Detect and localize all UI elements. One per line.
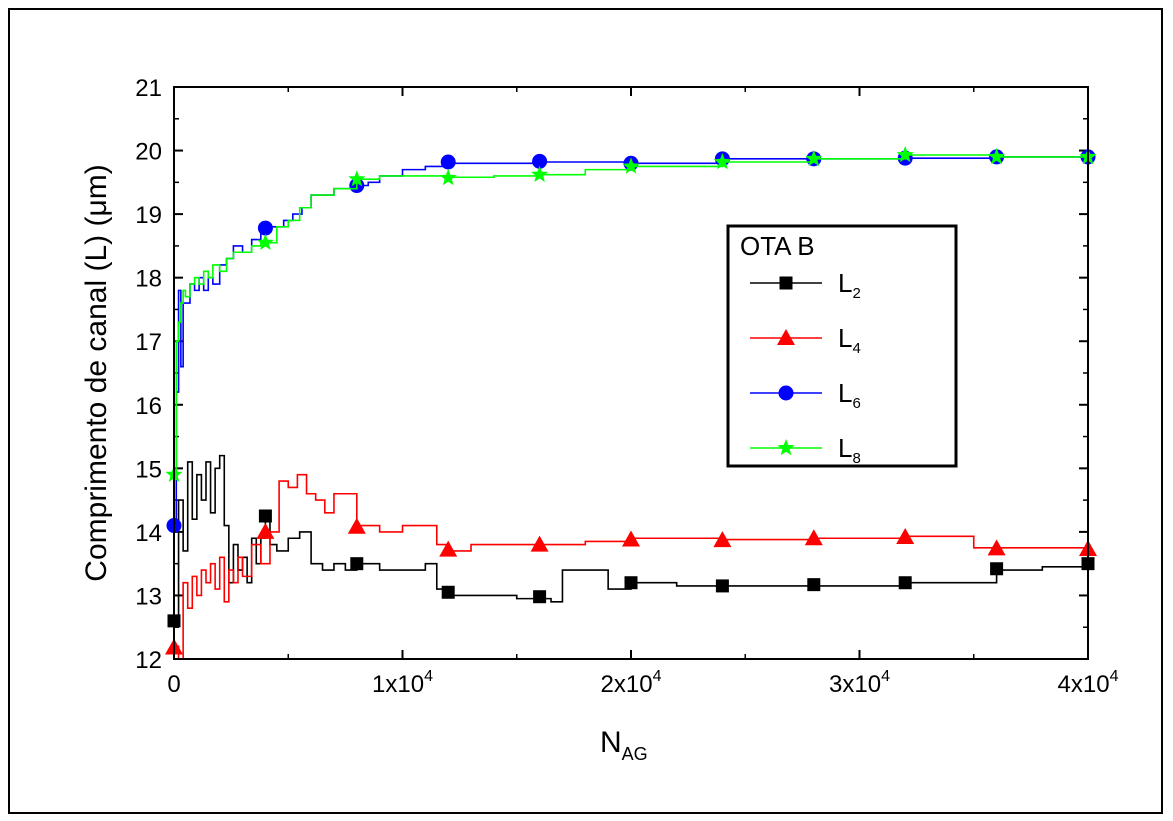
data-point: [350, 557, 364, 571]
data-point: [805, 149, 823, 167]
data-point: [256, 233, 274, 250]
legend-entry: L4: [750, 323, 861, 357]
data-point: [988, 147, 1006, 165]
data-point: [347, 517, 366, 534]
data-point: [624, 576, 638, 590]
data-point: [258, 509, 272, 523]
data-point: [531, 165, 549, 182]
legend-entry: L8: [750, 433, 861, 467]
y-tick-label: 15: [135, 456, 162, 483]
legend-marker: [777, 329, 795, 345]
y-tick-label: 20: [135, 139, 162, 166]
x-axis-label-sub: AG: [622, 744, 648, 764]
data-point: [439, 540, 458, 557]
y-tick-label: 18: [135, 266, 162, 293]
y-tick-label: 12: [135, 647, 162, 674]
legend-marker: [778, 385, 794, 401]
x-tick-label: 4x104: [1058, 668, 1119, 698]
data-point: [807, 578, 821, 592]
legend-entry: L2: [750, 268, 861, 302]
legend-label: L4: [838, 323, 861, 357]
x-tick-label: 0: [167, 671, 180, 698]
data-point: [441, 585, 455, 599]
tick-labels: 12 13 14 15 16 17 18 19 20 21 0 1x104 2x104 3x104 4x10…: [135, 75, 1118, 698]
data-point: [896, 527, 915, 544]
y-tick-label: 14: [135, 520, 162, 547]
data-point: [533, 590, 547, 604]
data-point: [804, 529, 823, 546]
figure-frame: [8, 8, 1163, 814]
data-point: [715, 579, 729, 593]
x-tick-label: 1x104: [372, 668, 433, 698]
legend-label: L8: [838, 433, 861, 467]
legend: OTA B L2 L4 L6 L8: [726, 224, 958, 468]
data-point: [713, 531, 732, 548]
data-point: [622, 530, 640, 547]
data-point: [440, 154, 456, 170]
y-tick-label: 19: [135, 202, 162, 229]
series-L4: [165, 473, 1097, 660]
x-tick-label: 3x104: [829, 668, 890, 698]
data-point: [713, 153, 731, 170]
legend-box: [726, 224, 958, 468]
series-L2: [167, 454, 1095, 628]
data-point: [898, 576, 912, 590]
data-point: [530, 535, 549, 552]
data-point: [439, 168, 457, 186]
y-tick-label: 16: [135, 393, 162, 420]
data-point: [622, 157, 640, 174]
series-layer: [165, 146, 1097, 660]
x-tick-label: 2x104: [601, 668, 662, 698]
plot-area-border: [173, 86, 1089, 660]
data-point: [990, 562, 1004, 576]
y-tick-label: 13: [135, 583, 162, 610]
y-axis-label: Comprimento de canal (L) (μm): [80, 164, 113, 581]
data-point: [257, 220, 273, 236]
legend-marker: [779, 276, 793, 290]
data-point: [532, 153, 548, 169]
legend-entries: L2 L4 L6 L8: [750, 268, 861, 467]
x-axis-label-main: N: [600, 726, 622, 759]
x-axis-label: NAG: [600, 726, 648, 764]
data-point: [987, 539, 1006, 556]
legend-label: L2: [838, 268, 861, 302]
series-line: [174, 154, 1088, 476]
data-point: [896, 146, 914, 163]
legend-label: L6: [838, 378, 861, 412]
legend-title: OTA B: [740, 231, 815, 261]
data-point: [256, 522, 275, 539]
y-tick-label: 17: [135, 329, 162, 356]
series-line: [174, 473, 1089, 660]
y-tick-label: 21: [135, 75, 162, 102]
legend-marker: [777, 439, 795, 456]
data-point: [348, 170, 366, 187]
legend-entry: L6: [750, 378, 861, 412]
